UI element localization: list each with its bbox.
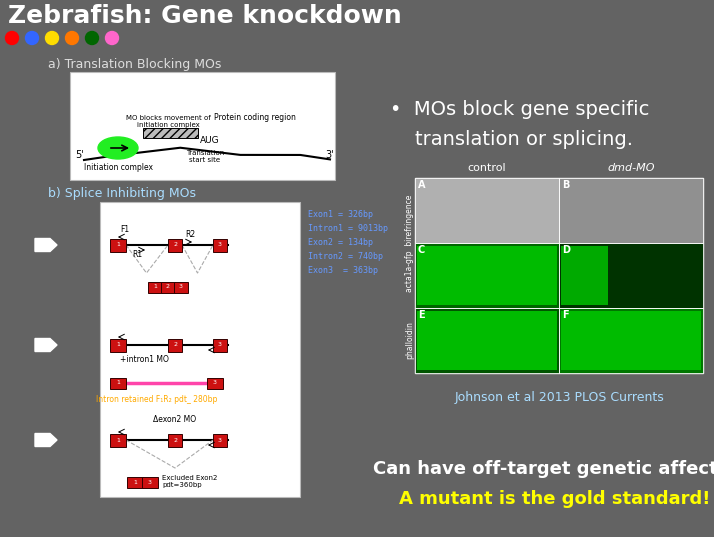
Text: Johnson et al 2013 PLOS Currents: Johnson et al 2013 PLOS Currents bbox=[454, 391, 664, 404]
FancyBboxPatch shape bbox=[559, 178, 703, 243]
Circle shape bbox=[26, 32, 39, 45]
Circle shape bbox=[6, 32, 19, 45]
FancyBboxPatch shape bbox=[417, 311, 557, 370]
Text: F: F bbox=[562, 310, 568, 320]
Text: 1: 1 bbox=[116, 243, 120, 248]
Text: 2: 2 bbox=[173, 343, 177, 347]
Text: 3: 3 bbox=[218, 438, 222, 442]
Text: a) Translation Blocking MOs: a) Translation Blocking MOs bbox=[48, 58, 221, 71]
Text: 3: 3 bbox=[213, 381, 217, 386]
Text: acta1a-gfp  birefringence: acta1a-gfp birefringence bbox=[406, 194, 415, 292]
Text: 1: 1 bbox=[116, 381, 120, 386]
Text: R2: R2 bbox=[185, 230, 195, 239]
Text: Intron retained F₁R₂ pdt_ 280bp: Intron retained F₁R₂ pdt_ 280bp bbox=[96, 395, 218, 404]
FancyBboxPatch shape bbox=[174, 281, 188, 293]
FancyArrow shape bbox=[35, 238, 57, 251]
Circle shape bbox=[46, 32, 59, 45]
Text: E: E bbox=[418, 310, 425, 320]
FancyBboxPatch shape bbox=[168, 238, 182, 251]
Text: Initiation complex: Initiation complex bbox=[84, 163, 153, 172]
FancyArrow shape bbox=[35, 338, 57, 352]
Text: 2: 2 bbox=[173, 243, 177, 248]
Text: 1: 1 bbox=[116, 438, 120, 442]
FancyBboxPatch shape bbox=[415, 178, 559, 243]
FancyBboxPatch shape bbox=[213, 238, 227, 251]
Text: AUG: AUG bbox=[200, 136, 220, 145]
FancyBboxPatch shape bbox=[110, 433, 126, 446]
Text: 1: 1 bbox=[153, 285, 157, 289]
FancyBboxPatch shape bbox=[110, 338, 126, 352]
Text: 2: 2 bbox=[173, 438, 177, 442]
FancyBboxPatch shape bbox=[213, 338, 227, 352]
Text: Exon1 = 326bp
Intron1 = 9013bp
Exon2 = 134bp
Intron2 = 740bp
Exon3  = 363bp: Exon1 = 326bp Intron1 = 9013bp Exon2 = 1… bbox=[308, 210, 388, 274]
FancyBboxPatch shape bbox=[148, 281, 162, 293]
FancyBboxPatch shape bbox=[415, 178, 703, 373]
Circle shape bbox=[86, 32, 99, 45]
FancyBboxPatch shape bbox=[417, 246, 557, 305]
Text: 3: 3 bbox=[218, 243, 222, 248]
Text: B: B bbox=[562, 180, 569, 190]
FancyBboxPatch shape bbox=[559, 243, 703, 308]
Text: 5': 5' bbox=[75, 150, 84, 160]
FancyBboxPatch shape bbox=[100, 202, 300, 497]
Text: R1: R1 bbox=[132, 250, 142, 259]
Circle shape bbox=[106, 32, 119, 45]
Text: 3: 3 bbox=[179, 285, 183, 289]
FancyBboxPatch shape bbox=[559, 308, 703, 373]
Text: Zebrafish: Gene knockdown: Zebrafish: Gene knockdown bbox=[8, 4, 402, 28]
Text: Translation
start site: Translation start site bbox=[186, 150, 224, 163]
Text: C: C bbox=[418, 245, 426, 255]
Text: translation or splicing.: translation or splicing. bbox=[390, 130, 633, 149]
FancyBboxPatch shape bbox=[110, 378, 126, 388]
Text: 1: 1 bbox=[116, 343, 120, 347]
Text: •  MOs block gene specific: • MOs block gene specific bbox=[390, 100, 649, 119]
Ellipse shape bbox=[98, 137, 138, 159]
FancyBboxPatch shape bbox=[415, 308, 559, 373]
Text: control: control bbox=[468, 163, 506, 173]
FancyBboxPatch shape bbox=[127, 476, 143, 488]
Text: 2: 2 bbox=[166, 285, 170, 289]
Text: Δexon2 MO: Δexon2 MO bbox=[154, 415, 196, 424]
Text: 1: 1 bbox=[133, 480, 137, 484]
Text: F1: F1 bbox=[120, 225, 129, 234]
FancyBboxPatch shape bbox=[561, 246, 608, 305]
FancyBboxPatch shape bbox=[561, 311, 701, 370]
Text: Excluded Exon2
pdt=360bp: Excluded Exon2 pdt=360bp bbox=[162, 475, 217, 489]
Text: dmd-MO: dmd-MO bbox=[607, 163, 655, 173]
FancyBboxPatch shape bbox=[168, 338, 182, 352]
Text: 3': 3' bbox=[325, 150, 333, 160]
FancyBboxPatch shape bbox=[110, 238, 126, 251]
FancyBboxPatch shape bbox=[161, 281, 175, 293]
FancyBboxPatch shape bbox=[70, 72, 335, 180]
Text: D: D bbox=[562, 245, 570, 255]
FancyBboxPatch shape bbox=[213, 433, 227, 446]
Text: b) Splice Inhibiting MOs: b) Splice Inhibiting MOs bbox=[48, 187, 196, 200]
Text: 3: 3 bbox=[218, 343, 222, 347]
FancyBboxPatch shape bbox=[207, 378, 223, 388]
Text: A: A bbox=[418, 180, 426, 190]
FancyBboxPatch shape bbox=[143, 128, 198, 138]
Text: phalloidin: phalloidin bbox=[406, 322, 415, 359]
FancyArrow shape bbox=[35, 433, 57, 446]
FancyBboxPatch shape bbox=[168, 433, 182, 446]
FancyBboxPatch shape bbox=[415, 243, 559, 308]
Text: A mutant is the gold standard!: A mutant is the gold standard! bbox=[399, 490, 710, 508]
Text: 3: 3 bbox=[148, 480, 152, 484]
Text: MO blocks movement of
initiation complex: MO blocks movement of initiation complex bbox=[126, 115, 211, 128]
Text: +intron1 MO: +intron1 MO bbox=[120, 355, 169, 364]
Text: Can have off-target genetic affects!: Can have off-target genetic affects! bbox=[373, 460, 714, 478]
FancyBboxPatch shape bbox=[142, 476, 158, 488]
Circle shape bbox=[66, 32, 79, 45]
Text: Protein coding region: Protein coding region bbox=[214, 113, 296, 122]
